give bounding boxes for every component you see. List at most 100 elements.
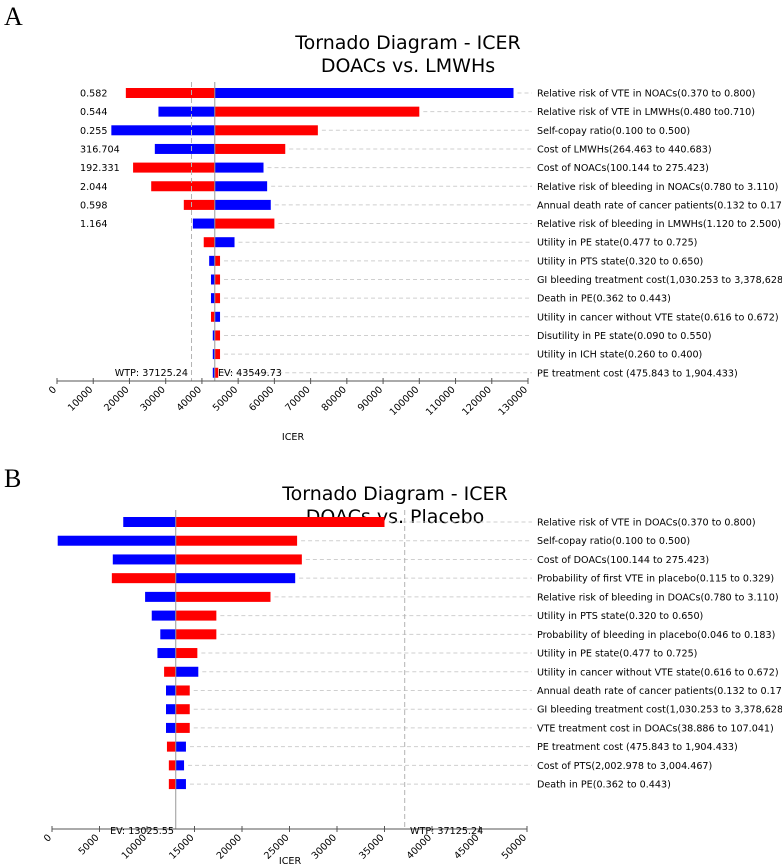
parameter-label: Relative risk of bleeding in LMWHs(1.120… [537, 219, 781, 230]
x-tick-label: 30000 [138, 384, 167, 413]
x-tick-label: 50000 [211, 384, 240, 413]
x-tick-label: 20000 [215, 832, 244, 861]
bar-high-input [160, 629, 176, 640]
parameter-label: Self-copay ratio(0.100 to 0.500) [537, 126, 690, 137]
chart-subtitle: DOACs vs. LMWHs [321, 55, 495, 77]
bar-low-input [210, 311, 215, 322]
bar-low-input [175, 591, 271, 602]
bar-high-input [158, 106, 215, 117]
parameter-label: Annual death rate of cancer patients(0.1… [537, 200, 782, 211]
bar-high-input [154, 143, 215, 154]
bar-high-input [166, 722, 176, 733]
parameter-label: Death in PE(0.362 to 0.443) [537, 780, 671, 791]
base-value-label: 192.331 [80, 163, 120, 174]
x-tick-label: 10000 [66, 384, 95, 413]
x-tick-label: 70000 [283, 384, 312, 413]
bar-high-input [57, 535, 176, 546]
bar-low-input [111, 573, 176, 584]
wtp-label: WTP: 37125.24 [115, 368, 188, 379]
x-axis-title: ICER [279, 856, 302, 867]
base-value-label: 0.582 [80, 89, 107, 100]
parameter-label: Utility in PE state(0.477 to 0.725) [537, 238, 697, 249]
base-value-label: 1.164 [80, 219, 107, 230]
x-tick-label: 20000 [102, 384, 131, 413]
ev-label: EV: 43549.73 [218, 368, 282, 379]
base-value-label: 0.255 [80, 126, 107, 137]
x-tick-label: 35000 [357, 832, 386, 861]
parameter-label: Relative risk of VTE in NOACs(0.370 to 0… [537, 89, 755, 100]
bar-low-input [214, 143, 286, 154]
bar-high-input [111, 125, 215, 136]
parameter-label: Cost of PTS(2,002.978 to 3,004.467) [537, 761, 712, 772]
bar-high-input [209, 255, 215, 266]
bar-low-input [175, 629, 217, 640]
parameter-label: Disutility in PE state(0.090 to 0.550) [537, 331, 712, 342]
bar-high-input [214, 181, 268, 192]
x-tick-label: 5000 [77, 832, 102, 857]
bar-high-input [210, 274, 215, 285]
parameter-label: Utility in ICH state(0.260 to 0.400) [537, 350, 702, 361]
bar-high-input [192, 218, 215, 229]
x-tick-label: 100000 [388, 384, 422, 418]
x-tick-label: 40000 [175, 384, 204, 413]
bar-low-input [125, 88, 215, 98]
x-tick-label: 80000 [320, 384, 349, 413]
x-tick-label: 50000 [500, 832, 529, 861]
bar-high-input [175, 760, 185, 771]
chart-title: Tornado Diagram - ICER [281, 483, 507, 505]
bar-low-input [175, 610, 217, 621]
parameter-label: Utility in PE state(0.477 to 0.725) [537, 649, 697, 660]
bar-low-input [214, 349, 221, 360]
bar-low-input [214, 106, 420, 117]
bar-low-input [164, 666, 176, 677]
x-tick-label: 60000 [247, 384, 276, 413]
parameter-label: Relative risk of bleeding in DOACs(0.780… [537, 592, 779, 603]
bar-low-input [168, 779, 176, 790]
bar-low-input [175, 704, 190, 715]
bar-high-input [175, 666, 199, 677]
wtp-label: WTP: 37125.24 [410, 826, 483, 837]
bar-high-input [166, 685, 176, 696]
parameter-label: Relative risk of bleeding in NOACs(0.780… [537, 182, 778, 193]
bar-low-input [175, 685, 190, 696]
x-tick-label: 0 [47, 384, 59, 396]
x-tick-label: 30000 [310, 832, 339, 861]
parameter-label: Cost of NOACs(100.144 to 275.423) [537, 163, 709, 174]
parameter-label: Utility in PTS state(0.320 to 0.650) [537, 611, 703, 622]
bar-high-input [210, 293, 215, 304]
parameter-label: PE treatment cost (475.843 to 1,904.433) [537, 368, 738, 379]
bar-low-input [214, 367, 219, 378]
bar-low-input [183, 199, 215, 210]
bar-high-input [166, 704, 176, 715]
parameter-label: Cost of LMWHs(264.463 to 440.683) [537, 144, 712, 155]
bar-high-input [212, 330, 215, 341]
bar-high-input [212, 349, 215, 360]
chart-title: Tornado Diagram - ICER [294, 32, 520, 54]
bar-low-input [151, 181, 215, 192]
bar-low-input [214, 255, 221, 266]
bar-high-input [214, 311, 221, 322]
base-value-label: 2.044 [80, 182, 107, 193]
parameter-label: GI bleeding treatment cost(1,030.253 to … [537, 705, 782, 716]
parameter-label: PE treatment cost (475.843 to 1,904.433) [537, 742, 738, 753]
bar-low-input [175, 648, 198, 659]
bar-low-input [175, 535, 298, 546]
x-tick-label: 120000 [460, 384, 494, 418]
x-axis-title: ICER [282, 432, 305, 443]
bar-low-input [214, 218, 275, 229]
x-tick-label: 90000 [356, 384, 385, 413]
parameter-label: Utility in PTS state(0.320 to 0.650) [537, 256, 703, 267]
bar-low-input [203, 237, 215, 248]
bar-low-input [214, 330, 221, 341]
bar-high-input [214, 199, 271, 210]
parameter-label: VTE treatment cost in DOACs(38.886 to 10… [537, 723, 774, 734]
ev-label: EV: 13025.55 [110, 826, 174, 837]
parameter-label: Relative risk of VTE in LMWHs(0.480 to0.… [537, 107, 755, 118]
bar-low-input [214, 293, 221, 304]
x-tick-label: 0 [42, 832, 54, 844]
bar-low-input [214, 274, 221, 285]
x-tick-label: 110000 [424, 384, 458, 418]
parameter-label: Cost of DOACs(100.144 to 275.423) [537, 555, 709, 566]
bar-high-input [157, 648, 176, 659]
